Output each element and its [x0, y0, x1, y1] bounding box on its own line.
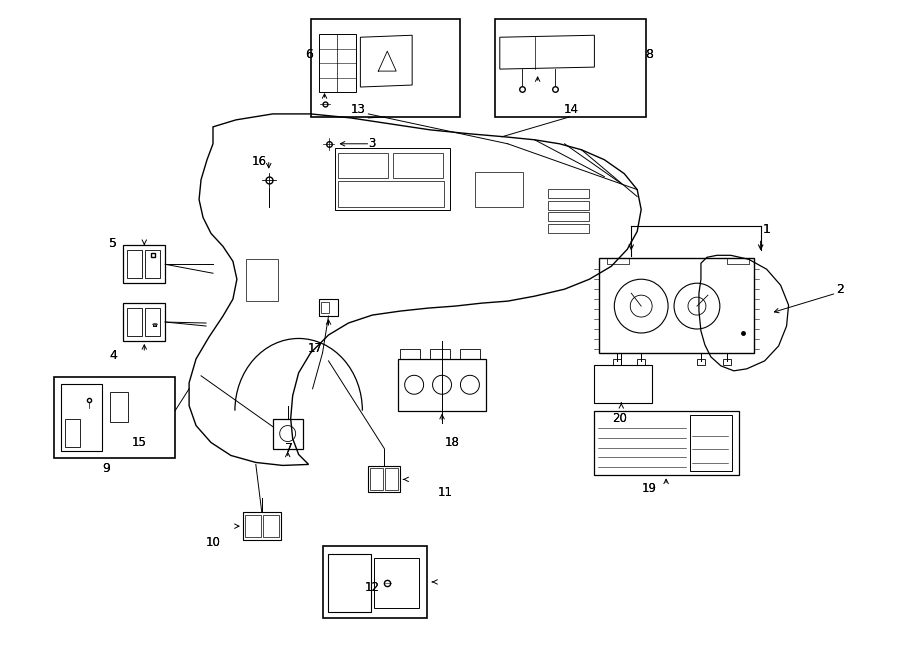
Bar: [475, 172, 523, 206]
Bar: [547, 225, 590, 233]
Bar: [393, 153, 443, 178]
Text: 8: 8: [645, 48, 653, 61]
Text: 9: 9: [103, 462, 111, 475]
Bar: [637, 359, 645, 365]
Text: 11: 11: [437, 486, 453, 499]
Bar: [338, 180, 444, 206]
Bar: [246, 259, 278, 301]
Bar: [65, 418, 79, 447]
Bar: [400, 349, 420, 359]
Text: 20: 20: [612, 412, 626, 425]
Bar: [547, 212, 590, 221]
Text: 16: 16: [251, 155, 266, 168]
Text: 17: 17: [308, 342, 323, 356]
Bar: [547, 200, 590, 210]
Text: 12: 12: [364, 582, 380, 594]
Bar: [370, 469, 383, 490]
Bar: [594, 365, 652, 403]
Bar: [398, 359, 486, 410]
Bar: [319, 34, 356, 92]
Bar: [328, 554, 372, 612]
Text: 3: 3: [369, 137, 376, 150]
Bar: [111, 392, 129, 422]
Bar: [60, 384, 103, 451]
Bar: [145, 251, 160, 278]
Bar: [608, 258, 629, 264]
Bar: [273, 418, 302, 449]
Text: 15: 15: [132, 436, 147, 449]
Text: 4: 4: [110, 350, 117, 362]
Text: 13: 13: [351, 103, 365, 116]
Bar: [727, 258, 749, 264]
Bar: [123, 245, 166, 283]
Text: 15: 15: [132, 436, 147, 449]
Bar: [430, 349, 450, 359]
Text: 3: 3: [369, 137, 376, 150]
Bar: [263, 515, 279, 537]
Text: 16: 16: [251, 155, 266, 168]
Text: 17: 17: [308, 342, 323, 356]
Text: 14: 14: [564, 103, 579, 116]
Bar: [243, 512, 281, 540]
Bar: [368, 467, 400, 492]
Bar: [385, 469, 398, 490]
Text: 10: 10: [205, 535, 220, 549]
Bar: [495, 19, 646, 117]
Bar: [145, 308, 160, 336]
Bar: [613, 359, 621, 365]
Text: 2: 2: [836, 283, 844, 295]
Bar: [594, 410, 739, 475]
Text: 7: 7: [284, 442, 292, 455]
Text: 8: 8: [645, 48, 653, 61]
Bar: [599, 258, 753, 353]
Text: 2: 2: [836, 283, 844, 295]
Text: 4: 4: [110, 350, 117, 362]
Bar: [460, 349, 480, 359]
Text: 5: 5: [110, 237, 117, 250]
Text: 19: 19: [642, 482, 657, 495]
Text: 6: 6: [305, 48, 312, 61]
Bar: [128, 308, 142, 336]
Text: 18: 18: [445, 436, 459, 449]
Bar: [54, 377, 176, 459]
Bar: [319, 299, 338, 316]
Text: 9: 9: [103, 462, 111, 475]
Text: 10: 10: [205, 535, 220, 549]
Text: ☎: ☎: [151, 323, 158, 327]
Text: 11: 11: [437, 486, 453, 499]
Bar: [336, 148, 450, 210]
Text: 7: 7: [284, 442, 292, 455]
Bar: [690, 414, 732, 471]
Text: 1: 1: [762, 223, 770, 236]
Text: 14: 14: [564, 103, 579, 116]
Bar: [320, 302, 328, 313]
Text: 1: 1: [762, 223, 770, 236]
Bar: [123, 303, 166, 341]
Text: 20: 20: [612, 412, 626, 425]
Text: 5: 5: [110, 237, 117, 250]
Bar: [547, 188, 590, 198]
Bar: [338, 153, 388, 178]
Bar: [723, 359, 731, 365]
Bar: [322, 546, 428, 618]
Bar: [374, 558, 419, 608]
Bar: [128, 251, 142, 278]
Text: 6: 6: [305, 48, 312, 61]
Text: 12: 12: [364, 582, 380, 594]
Text: 13: 13: [351, 103, 365, 116]
Text: 18: 18: [445, 436, 459, 449]
Text: 19: 19: [642, 482, 657, 495]
Bar: [245, 515, 261, 537]
Bar: [310, 19, 460, 117]
Bar: [697, 359, 705, 365]
